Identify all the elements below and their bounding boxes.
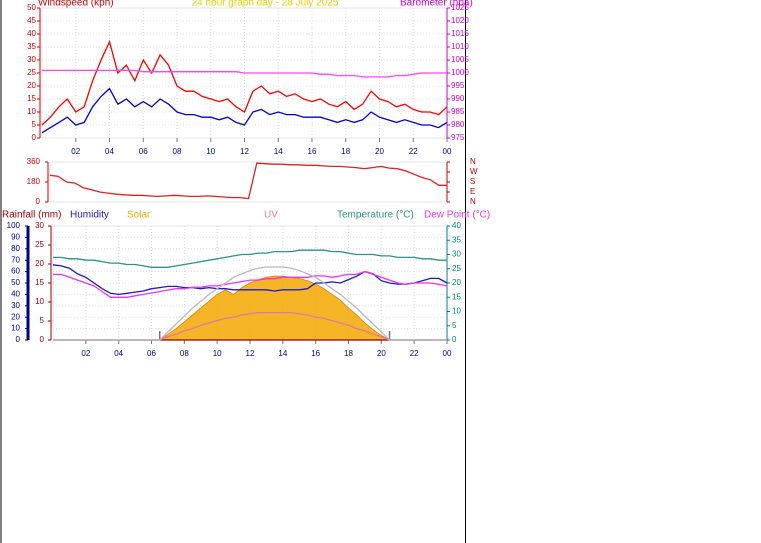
y2-tick-label: 35: [452, 235, 461, 244]
y2-tick-label: 20: [452, 278, 461, 287]
y-tick-label: 60: [11, 267, 20, 276]
x-tick-label: 18: [344, 349, 353, 358]
y2-tick-label: 15: [452, 292, 461, 301]
x-tick-label: 20: [375, 147, 384, 156]
y2-tick-label: N: [470, 197, 476, 206]
y-tick-label: 10: [27, 107, 36, 116]
series-line: [41, 87, 448, 134]
y2-tick-label: 975: [451, 133, 465, 142]
y2-tick-label: 1025: [451, 3, 469, 12]
x-tick-label: 00: [443, 147, 452, 156]
series-line: [53, 266, 447, 341]
y-tick-label: 10: [11, 324, 20, 333]
y-tick-label: 90: [11, 233, 20, 242]
y2-tick-label: 40: [452, 221, 461, 230]
legend-entry: Rainfall (mm): [2, 210, 61, 221]
y-tick-label: 45: [27, 16, 36, 25]
x-tick-label: 08: [173, 147, 182, 156]
chart-title: 24 hour graph day - 28 July 2025: [192, 0, 339, 9]
x-tick-label: 06: [147, 349, 156, 358]
y-tick-label: 20: [11, 312, 20, 321]
y3-tick-label: 5: [40, 316, 45, 325]
y2-tick-label: S: [470, 177, 475, 186]
y3-tick-label: 10: [35, 297, 44, 306]
y-tick-label: 50: [11, 278, 20, 287]
y2-tick-label: 990: [451, 94, 465, 103]
x-tick-label: 10: [213, 349, 222, 358]
y3-tick-label: 25: [35, 240, 44, 249]
x-tick-label: 16: [308, 147, 317, 156]
y-tick-label: 5: [32, 120, 37, 129]
y-tick-label: 0: [32, 133, 37, 142]
x-tick-label: 12: [246, 349, 255, 358]
y-tick-label: 25: [27, 68, 36, 77]
y2-tick-label: 1015: [451, 29, 469, 38]
y2-tick-label: 0: [452, 335, 457, 344]
legend-entry: Solar: [127, 210, 151, 221]
legend-entry: UV: [264, 210, 278, 221]
y2-tick-label: 1005: [451, 55, 469, 64]
y-tick-label: 100: [7, 221, 21, 230]
y-tick-label: 0: [16, 335, 21, 344]
y2-tick-label: E: [470, 187, 475, 196]
y-tick-label: 30: [27, 55, 36, 64]
y3-tick-label: 0: [40, 335, 45, 344]
y2-tick-label: 980: [451, 120, 465, 129]
series-line: [52, 264, 448, 296]
legend-entry: Humidity: [70, 210, 109, 221]
series-line: [41, 39, 448, 126]
y-tick-label: 15: [27, 94, 36, 103]
x-tick-label: 12: [240, 147, 249, 156]
y-tick-label: 180: [27, 177, 41, 186]
x-tick-label: 16: [311, 349, 320, 358]
y-axis-label: Windspeed (kph): [38, 0, 114, 9]
y2-tick-label: 5: [452, 321, 457, 330]
y2-tick-label: W: [470, 167, 478, 176]
y3-tick-label: 30: [35, 221, 44, 230]
x-tick-label: 04: [114, 349, 123, 358]
series-line: [49, 162, 447, 200]
y2-tick-label: 1000: [451, 68, 469, 77]
y-tick-label: 35: [27, 42, 36, 51]
y2-tick-label: N: [470, 157, 476, 166]
y3-tick-label: 20: [35, 259, 44, 268]
x-tick-label: 02: [81, 349, 90, 358]
y2-tick-label: 10: [452, 307, 461, 316]
x-tick-label: 18: [341, 147, 350, 156]
y2-axis-label: Barometer (hpa): [400, 0, 473, 9]
x-tick-label: 20: [377, 349, 386, 358]
x-tick-label: 14: [278, 349, 287, 358]
y2-tick-label: 1010: [451, 42, 469, 51]
series-line: [42, 69, 447, 78]
y2-tick-label: 25: [452, 264, 461, 273]
series-line: [53, 249, 447, 268]
y2-tick-label: 985: [451, 107, 465, 116]
x-tick-label: 14: [274, 147, 283, 156]
x-tick-label: 04: [105, 147, 114, 156]
y-tick-label: 30: [11, 301, 20, 310]
legend-entry: Temperature (°C): [337, 210, 414, 221]
y-tick-label: 50: [27, 3, 36, 12]
x-tick-label: 02: [71, 147, 80, 156]
y-tick-label: 70: [11, 255, 20, 264]
y-tick-label: 0: [36, 197, 41, 206]
y2-tick-label: 1020: [451, 16, 469, 25]
y-tick-label: 20: [27, 81, 36, 90]
y-tick-label: 40: [11, 290, 20, 299]
y2-tick-label: 30: [452, 250, 461, 259]
x-tick-label: 10: [206, 147, 215, 156]
y-tick-label: 360: [27, 157, 41, 166]
y-tick-label: 40: [27, 29, 36, 38]
x-tick-label: 06: [139, 147, 148, 156]
x-tick-label: 08: [180, 349, 189, 358]
series-line: [53, 270, 448, 298]
x-tick-label: 22: [410, 349, 419, 358]
legend-entry: Dew Point (°C): [424, 210, 490, 221]
y-tick-label: 80: [11, 244, 20, 253]
y2-tick-label: 995: [451, 81, 465, 90]
y3-tick-label: 15: [35, 278, 44, 287]
x-tick-label: 00: [443, 349, 452, 358]
x-tick-label: 22: [409, 147, 418, 156]
